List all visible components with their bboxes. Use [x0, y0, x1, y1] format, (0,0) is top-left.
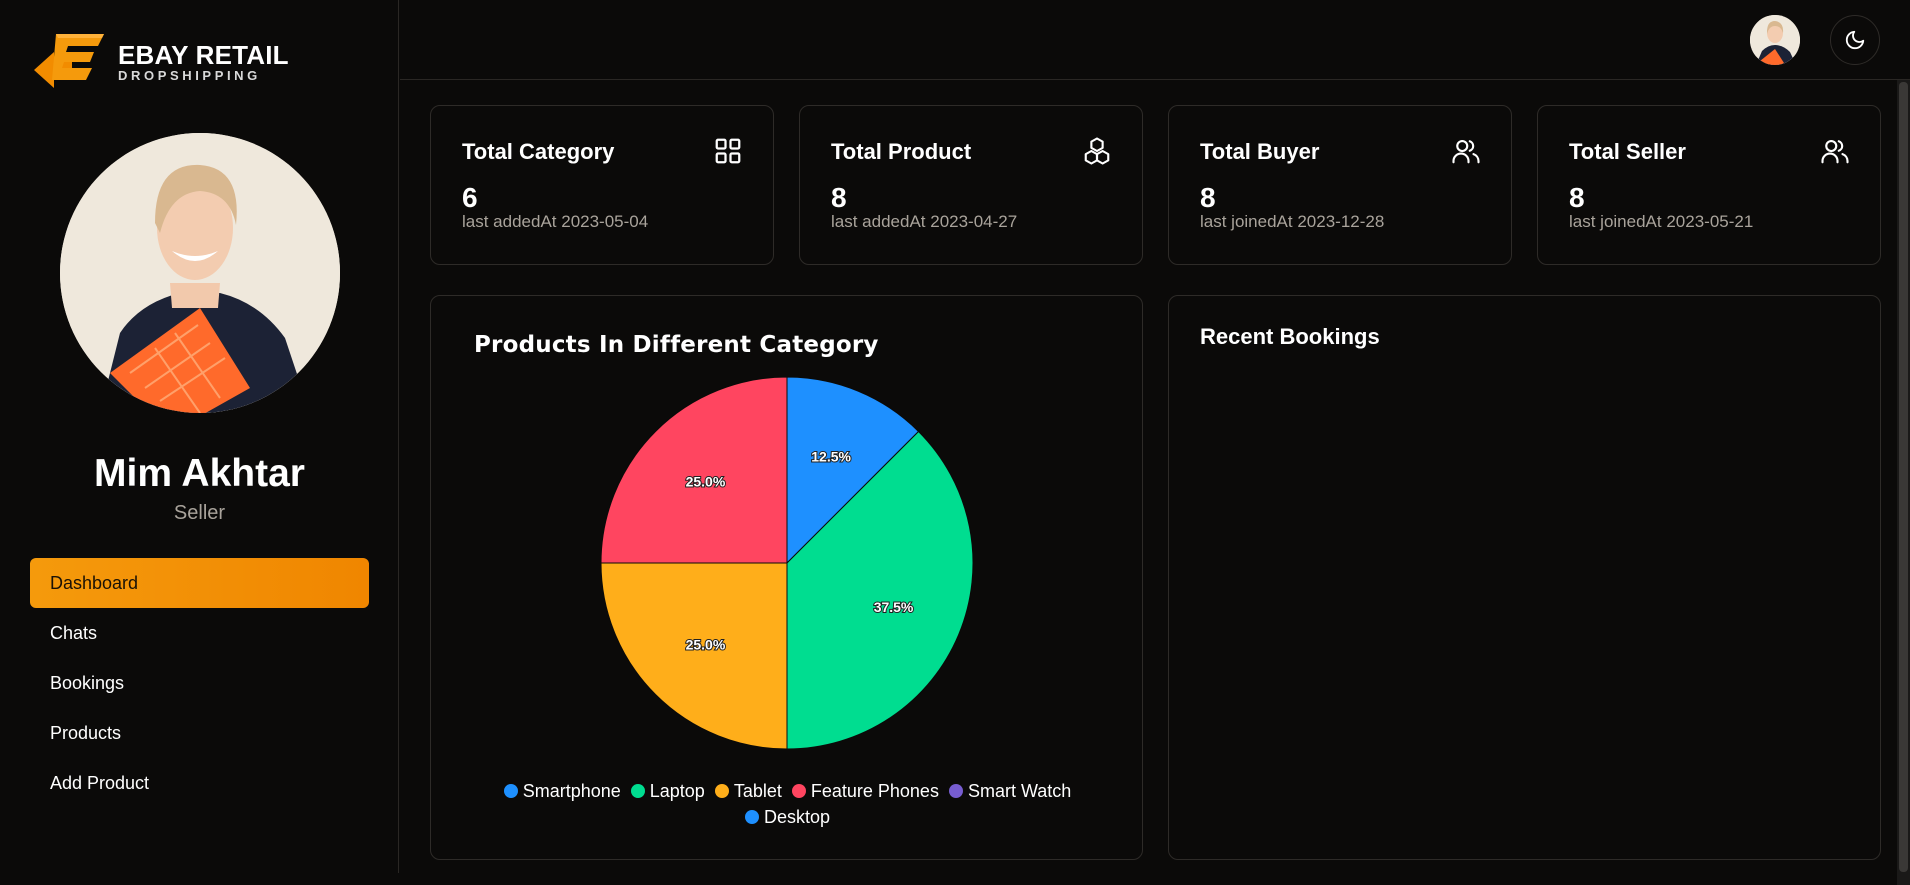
chart-legend: Smartphone Laptop Tablet Feature Phones Smar… — [471, 778, 1104, 830]
brand-title: EBAY RETAIL — [118, 40, 289, 70]
legend-item-laptop[interactable]: Laptop — [630, 778, 705, 804]
legend-marker — [503, 784, 518, 798]
stat-card-product: Total Product 8 last addedAt 2023-04-27 — [799, 105, 1143, 265]
pie-data-label: 25.0% — [686, 473, 726, 489]
legend-marker — [630, 784, 645, 798]
grid-icon — [715, 138, 741, 164]
pie-slice-smartphone[interactable] — [786, 376, 920, 565]
recent-bookings-title: Recent Bookings — [1200, 324, 1380, 349]
legend-item-tablet[interactable]: Tablet — [714, 778, 782, 804]
users-icon — [1452, 139, 1480, 164]
stat-value: 8 — [1569, 182, 1585, 213]
brand-text: EBAY RETAIL DROPSHIPPING — [118, 42, 289, 84]
stat-title: Total Product — [831, 139, 972, 164]
legend-label: Smart Watch — [967, 781, 1072, 801]
stat-title: Total Buyer — [1200, 139, 1320, 164]
legend-item-desktop[interactable]: Desktop — [744, 804, 831, 830]
brand-subtitle: DROPSHIPPING — [118, 68, 261, 83]
legend-label: Desktop — [763, 807, 831, 827]
sidebar-nav: Dashboard Chats Bookings Products Add Pr… — [30, 558, 369, 808]
pie-slice-tablet[interactable] — [600, 562, 788, 750]
nav-item-dashboard[interactable]: Dashboard — [30, 558, 369, 608]
nav-item-chats[interactable]: Chats — [50, 623, 98, 643]
top-header — [400, 0, 1910, 80]
legend-item-smartphone[interactable]: Smartphone — [503, 778, 621, 804]
stat-value: 6 — [462, 182, 478, 213]
stat-subtitle: last joinedAt 2023-05-21 — [1569, 212, 1754, 231]
stat-value: 8 — [831, 182, 847, 213]
profile-role: Seller — [173, 502, 226, 524]
legend-item-smart-watch[interactable]: Smart Watch — [948, 778, 1072, 804]
stat-card-seller: Total Seller 8 last joinedAt 2023-05-21 — [1537, 105, 1881, 265]
chart-title: Products In Different Category — [474, 332, 879, 358]
moon-icon — [1845, 30, 1865, 50]
pie-slice-laptop[interactable] — [786, 430, 974, 750]
legend-marker — [791, 784, 806, 798]
scrollbar-thumb[interactable] — [1899, 82, 1908, 872]
theme-toggle-button[interactable] — [1830, 15, 1880, 65]
stat-card-buyer: Total Buyer 8 last joinedAt 2023-12-28 — [1168, 105, 1512, 265]
boxes-icon — [1084, 137, 1110, 165]
stat-title: Total Category — [462, 139, 615, 164]
legend-label: Tablet — [733, 781, 782, 801]
legend-label: Smartphone — [522, 781, 621, 801]
recent-bookings-panel: Recent Bookings — [1168, 295, 1881, 860]
legend-marker — [744, 810, 759, 824]
page-scrollbar[interactable] — [1897, 80, 1910, 885]
nav-item-products[interactable]: Products — [50, 723, 122, 743]
avatar-portrait — [60, 133, 340, 413]
header-user-avatar[interactable] — [1750, 15, 1800, 65]
nav-item-bookings[interactable]: Bookings — [50, 673, 125, 693]
stat-subtitle: last addedAt 2023-05-04 — [462, 212, 649, 231]
profile-avatar — [60, 133, 340, 413]
brand-logo-icon — [34, 34, 104, 88]
users-icon — [1821, 139, 1849, 164]
pie-data-label: 37.5% — [874, 599, 914, 615]
stat-subtitle: last joinedAt 2023-12-28 — [1200, 212, 1385, 231]
legend-label: Feature Phones — [810, 781, 939, 801]
legend-item-feature-phones[interactable]: Feature Phones — [791, 778, 939, 804]
pie-slice-feature-phones[interactable] — [600, 376, 788, 564]
stat-value: 8 — [1200, 182, 1216, 213]
pie-data-label: 12.5% — [811, 448, 851, 464]
stat-card-category: Total Category 6 last addedAt 2023-05-04 — [430, 105, 774, 265]
brand-logo[interactable]: EBAY RETAIL DROPSHIPPING — [32, 30, 292, 92]
profile-name: Mim Akhtar — [94, 452, 305, 495]
legend-label: Laptop — [649, 781, 705, 801]
stat-subtitle: last addedAt 2023-04-27 — [831, 212, 1018, 231]
legend-marker — [714, 784, 729, 798]
stat-title: Total Seller — [1569, 139, 1686, 164]
sidebar: EBAY RETAIL DROPSHIPPING Mim Akhtar Sell… — [0, 0, 399, 873]
legend-marker — [948, 784, 963, 798]
pie-data-label: 25.0% — [686, 637, 726, 653]
pie-chart: 12.5% 37.5% 25.0% 25.0% — [600, 376, 974, 750]
products-chart-panel: Products In Different Category 12.5% 37.5… — [430, 295, 1143, 860]
nav-item-add-product[interactable]: Add Product — [50, 773, 150, 793]
